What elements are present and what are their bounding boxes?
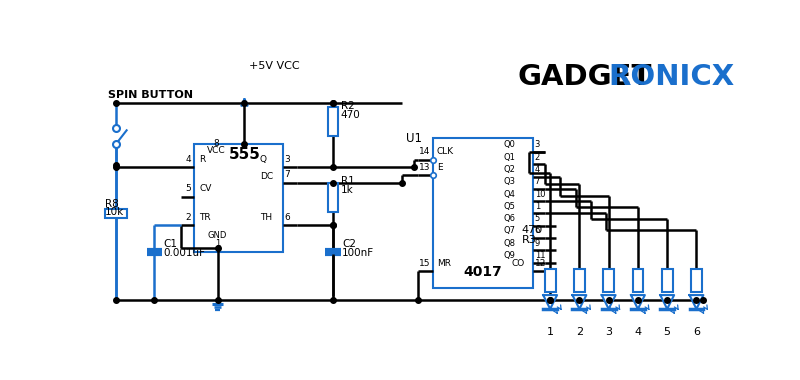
Text: 2: 2 (185, 213, 190, 222)
Text: 12: 12 (534, 259, 546, 268)
Text: Q7: Q7 (504, 226, 516, 236)
Text: 10k: 10k (105, 207, 124, 217)
Text: 5: 5 (664, 328, 670, 337)
Text: 11: 11 (534, 251, 546, 260)
Text: 7: 7 (285, 170, 290, 179)
Text: 6: 6 (285, 213, 290, 222)
Text: R8: R8 (105, 199, 119, 209)
Text: DC: DC (260, 172, 273, 181)
Polygon shape (543, 295, 557, 309)
Text: Q3: Q3 (504, 177, 516, 186)
Text: 5: 5 (534, 214, 540, 223)
Text: 15: 15 (419, 259, 430, 268)
Text: 6: 6 (534, 226, 540, 236)
Polygon shape (602, 295, 615, 309)
Bar (433, 138, 534, 288)
Text: C1: C1 (164, 239, 178, 249)
Text: 2: 2 (534, 152, 540, 161)
Bar (574, 269, 585, 292)
Polygon shape (573, 295, 586, 309)
Text: GND: GND (208, 231, 227, 240)
Text: 1k: 1k (341, 185, 354, 195)
Bar (633, 269, 643, 292)
Text: VCC: VCC (206, 146, 226, 155)
Text: 1: 1 (534, 202, 540, 211)
Bar (603, 269, 614, 292)
Bar (105, 209, 126, 218)
Text: 8: 8 (213, 139, 219, 149)
Text: Q8: Q8 (504, 239, 516, 248)
Text: 3: 3 (534, 140, 540, 149)
Text: Q2: Q2 (504, 165, 516, 174)
Text: 3: 3 (285, 155, 290, 164)
Text: Q1: Q1 (504, 152, 516, 161)
Text: C2: C2 (342, 239, 356, 249)
Text: 4: 4 (634, 328, 642, 337)
Text: R1: R1 (341, 176, 354, 186)
Bar (691, 269, 702, 292)
Text: 9: 9 (534, 239, 540, 248)
Text: R2: R2 (341, 101, 354, 111)
Text: MR: MR (437, 259, 451, 268)
Text: R3: R3 (522, 235, 537, 245)
Text: 14: 14 (419, 147, 430, 156)
Text: Q9: Q9 (504, 251, 516, 260)
Text: Q6: Q6 (504, 214, 516, 223)
Text: 6: 6 (693, 328, 700, 337)
Text: 2: 2 (576, 328, 583, 337)
Text: TH: TH (260, 213, 272, 222)
Text: 4: 4 (185, 155, 190, 164)
Text: 4017: 4017 (464, 265, 502, 279)
Bar (194, 144, 283, 252)
Text: CV: CV (199, 184, 211, 193)
Text: +5V VCC: +5V VCC (249, 61, 300, 71)
Polygon shape (631, 295, 645, 309)
Text: 1: 1 (215, 239, 220, 248)
Text: 7: 7 (534, 177, 540, 186)
Bar (662, 269, 673, 292)
Text: 470: 470 (341, 110, 361, 120)
Text: Q4: Q4 (504, 190, 516, 198)
Text: 3: 3 (605, 328, 612, 337)
Polygon shape (690, 295, 703, 309)
Text: 555: 555 (229, 147, 261, 162)
Text: 13: 13 (419, 163, 430, 172)
Text: R: R (199, 155, 206, 164)
Text: Q5: Q5 (504, 202, 516, 211)
Text: Q0: Q0 (504, 140, 516, 149)
Text: RONICX: RONICX (609, 63, 735, 90)
Text: Q: Q (260, 155, 267, 164)
Text: CLK: CLK (437, 147, 454, 156)
Text: 100nF: 100nF (342, 248, 374, 258)
Text: 5: 5 (185, 184, 191, 193)
Text: GADGET: GADGET (518, 63, 652, 90)
Bar (328, 107, 338, 136)
Text: 10: 10 (534, 190, 546, 198)
Text: 470: 470 (522, 225, 543, 235)
Text: TR: TR (199, 213, 210, 222)
Bar (328, 183, 338, 212)
Text: CO: CO (512, 259, 525, 268)
Text: U1: U1 (406, 132, 422, 145)
Text: 0.001uF: 0.001uF (164, 248, 206, 258)
Text: E: E (437, 163, 442, 172)
Polygon shape (660, 295, 674, 309)
Text: 1: 1 (546, 328, 554, 337)
Text: 4: 4 (534, 165, 540, 174)
Text: SPIN BUTTON: SPIN BUTTON (108, 90, 193, 100)
Bar (545, 269, 555, 292)
